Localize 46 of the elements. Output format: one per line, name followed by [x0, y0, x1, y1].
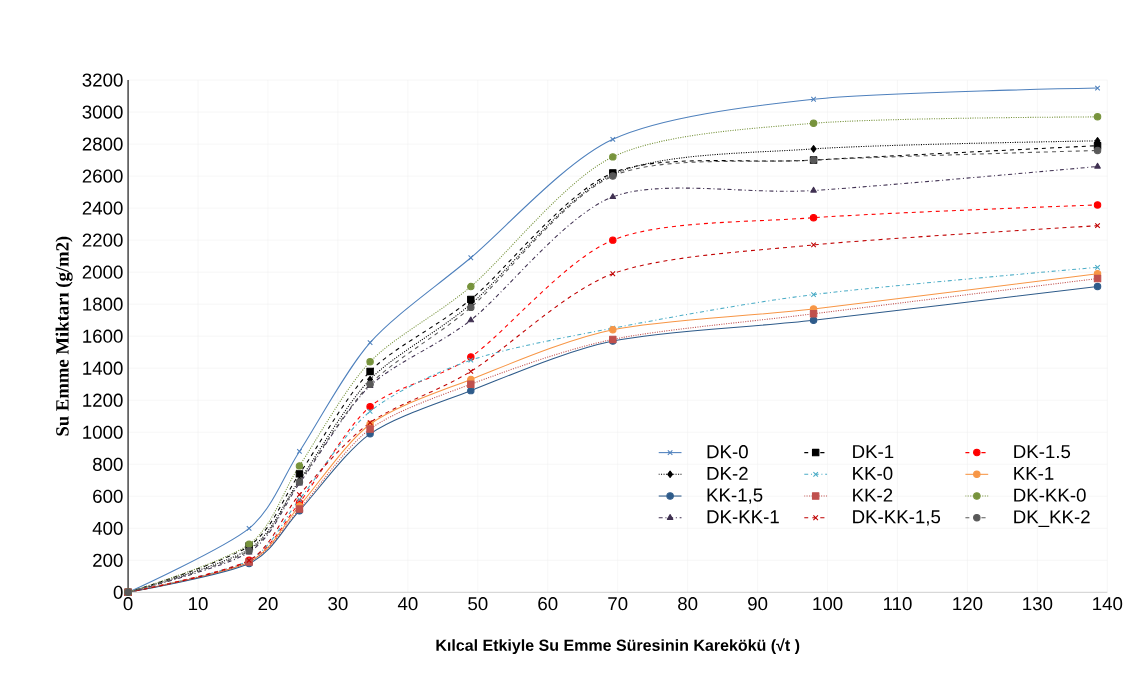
y-tick-label: 1200	[83, 393, 123, 407]
x-tick-label: 90	[748, 597, 768, 611]
x-tick-label: 70	[608, 597, 628, 611]
legend-label: DK-1.5	[1014, 445, 1071, 459]
y-tick-label: 2600	[82, 169, 123, 183]
y-axis-title: Su Emme Miktarı (g/m2)	[55, 236, 73, 436]
y-tick-label: 800	[93, 457, 123, 471]
x-tick-label: 40	[397, 597, 418, 611]
legend-label: DK-KK-0	[1014, 488, 1086, 502]
x-tick-label: 30	[328, 597, 348, 611]
x-tick-label: 20	[258, 597, 278, 611]
legend-label: DK-1	[853, 445, 894, 459]
x-axis-title: Kılcal Etkiyle Su Emme Süresinin Karekökü (√t )	[436, 638, 800, 655]
x-tick-label: 60	[538, 597, 558, 611]
legend-label: KK-0	[853, 466, 893, 480]
y-tick-label: 1800	[83, 297, 123, 311]
x-tick-label: 140	[1093, 597, 1123, 611]
y-tick-label: 3000	[82, 105, 123, 119]
x-tick-label: 120	[953, 597, 983, 611]
x-tick-label: 0	[123, 597, 133, 611]
legend-label: DK-2	[707, 466, 748, 480]
y-tick-label: 2000	[82, 265, 123, 279]
y-tick-label: 2200	[82, 233, 123, 247]
y-tick-label: 200	[93, 553, 123, 567]
legend-label: KK-1,5	[707, 488, 763, 504]
y-tick-label: 2800	[82, 137, 123, 151]
x-tick-label: 110	[884, 597, 912, 611]
x-tick-label: 80	[678, 597, 698, 611]
legend-label: DK-KK-1	[707, 510, 779, 524]
x-tick-label: 10	[189, 597, 208, 611]
x-tick-label: 130	[1023, 597, 1053, 611]
y-tick-label: 1000	[83, 425, 123, 439]
y-tick-label: 3200	[82, 73, 123, 87]
legend-label: DK-0	[707, 445, 748, 459]
y-tick-label: 600	[93, 489, 123, 503]
y-tick-label: 2400	[82, 201, 123, 215]
legend-label: KK-1	[1014, 466, 1054, 480]
y-tick-label: 400	[92, 521, 123, 535]
y-tick-label: 1600	[83, 329, 123, 343]
legend-label: DK-KK-1,5	[853, 510, 941, 526]
legend-label: DK_KK-2	[1014, 510, 1090, 527]
y-tick-label: 1400	[83, 361, 123, 375]
x-tick-label: 100	[813, 597, 843, 611]
legend-label: KK-2	[853, 488, 893, 502]
x-tick-label: 50	[468, 597, 488, 611]
y-tick-label: 0	[113, 585, 123, 599]
